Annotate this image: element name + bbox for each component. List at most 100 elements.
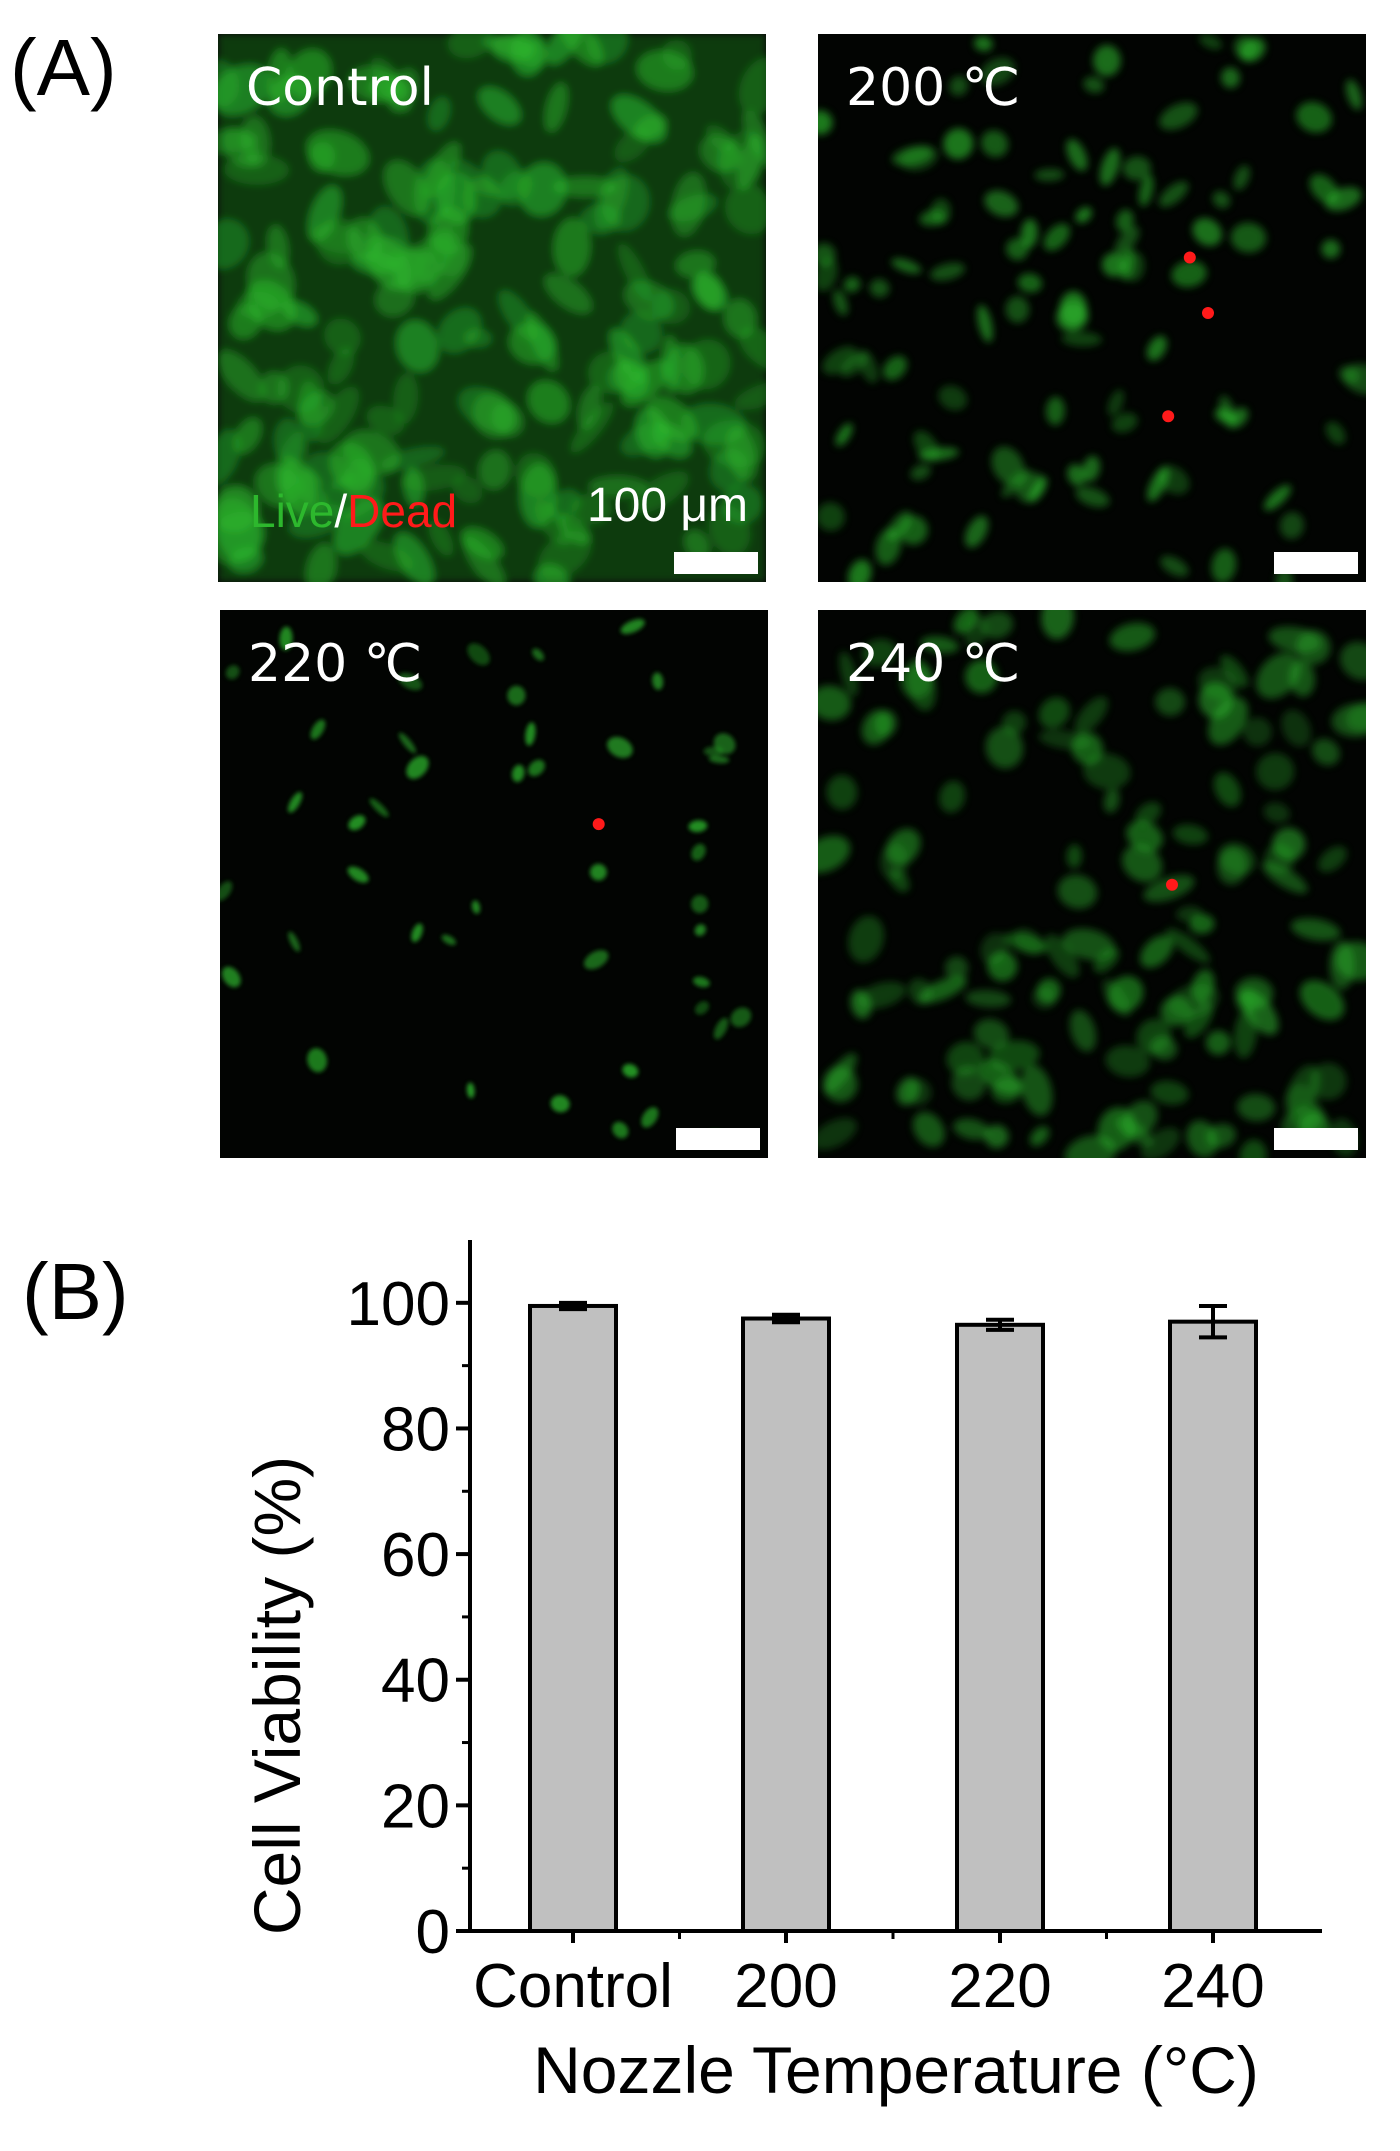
live-cell bbox=[691, 895, 709, 914]
y-axis-title: Cell Viability (%) bbox=[240, 1456, 314, 1935]
live-cell bbox=[896, 1077, 920, 1106]
live-cell bbox=[979, 1060, 1022, 1095]
live-cell bbox=[1176, 906, 1203, 922]
live-cell bbox=[309, 142, 336, 172]
live-cell bbox=[630, 471, 689, 514]
live-cell bbox=[466, 1082, 475, 1099]
live-cell bbox=[1075, 207, 1092, 223]
live-cell bbox=[578, 385, 602, 430]
live-cell bbox=[1198, 682, 1234, 719]
live-cell bbox=[1061, 331, 1103, 347]
dead-cell bbox=[1162, 410, 1175, 423]
live-cell bbox=[641, 1107, 659, 1128]
live-cell bbox=[980, 932, 1009, 965]
live-cell bbox=[478, 450, 511, 490]
live-cell bbox=[1147, 466, 1170, 502]
x-tick-label: 200 bbox=[734, 1952, 837, 2021]
x-tick-label: Control bbox=[473, 1952, 673, 2021]
live-cell bbox=[818, 110, 833, 135]
live-cell bbox=[327, 348, 354, 385]
live-cell bbox=[1099, 148, 1121, 186]
live-cell bbox=[396, 320, 439, 372]
scale-bar bbox=[674, 552, 758, 574]
live-cell bbox=[818, 502, 845, 531]
live-cell bbox=[1325, 421, 1346, 445]
live-cell bbox=[900, 663, 934, 699]
legend-separator: / bbox=[334, 485, 348, 537]
live-cell bbox=[538, 531, 591, 579]
live-label: Live bbox=[250, 485, 335, 537]
live-cell bbox=[1067, 464, 1086, 486]
live-cell bbox=[1045, 396, 1065, 426]
live-cell bbox=[1239, 1139, 1267, 1158]
y-tick-label: 40 bbox=[381, 1647, 450, 1716]
live-cell bbox=[413, 159, 456, 225]
live-cell bbox=[553, 218, 591, 277]
live-cell bbox=[1093, 45, 1121, 77]
live-cell bbox=[1066, 139, 1088, 171]
live-cell bbox=[1345, 79, 1363, 110]
live-cell bbox=[607, 736, 633, 758]
live-cell bbox=[1205, 1030, 1231, 1055]
live-cell bbox=[818, 685, 851, 721]
y-tick-label: 60 bbox=[381, 1521, 450, 1590]
live-cell bbox=[636, 50, 693, 91]
dead-cell bbox=[592, 818, 605, 831]
live-cell bbox=[218, 486, 259, 533]
live-cell bbox=[1166, 928, 1211, 964]
live-cell bbox=[1279, 512, 1304, 540]
live-cell bbox=[1034, 168, 1065, 182]
live-cell bbox=[1255, 652, 1301, 699]
y-tick-label: 20 bbox=[381, 1772, 450, 1841]
live-cell bbox=[823, 1066, 858, 1103]
live-cell bbox=[220, 881, 233, 901]
live-cell bbox=[694, 924, 706, 936]
live-cell bbox=[1146, 335, 1167, 361]
live-cell bbox=[1217, 847, 1248, 885]
live-cell bbox=[288, 504, 347, 538]
live-cell bbox=[1057, 874, 1098, 909]
live-cell bbox=[869, 279, 890, 298]
scale-bar bbox=[1274, 1128, 1358, 1150]
live-cell bbox=[589, 476, 648, 498]
live-cell bbox=[1102, 979, 1132, 1017]
live-cell bbox=[826, 775, 858, 810]
live-cell bbox=[1268, 626, 1322, 653]
live-cell bbox=[221, 966, 241, 988]
live-cell bbox=[953, 610, 979, 634]
live-cell bbox=[1103, 788, 1120, 813]
live-cell bbox=[1045, 934, 1080, 978]
live-cell bbox=[891, 258, 922, 274]
live-cell bbox=[843, 276, 861, 293]
live-cell bbox=[298, 391, 334, 426]
live-cell bbox=[918, 976, 967, 1003]
live-cell bbox=[590, 863, 607, 881]
live-cell bbox=[1135, 801, 1162, 826]
live-cell bbox=[703, 420, 766, 468]
live-cell bbox=[1220, 655, 1249, 688]
live-cell bbox=[1017, 273, 1043, 293]
live-cell bbox=[586, 34, 628, 64]
live-cell bbox=[288, 931, 301, 952]
live-cell bbox=[1062, 928, 1116, 961]
live-cell bbox=[879, 842, 909, 880]
live-cell bbox=[684, 530, 710, 559]
live-cell bbox=[1059, 291, 1087, 327]
live-cell bbox=[1256, 752, 1295, 791]
live-cell bbox=[1074, 696, 1108, 734]
live-cell bbox=[245, 280, 296, 331]
live-cell bbox=[516, 453, 556, 498]
live-cell bbox=[977, 304, 993, 343]
live-cell bbox=[544, 82, 568, 132]
live-cell bbox=[839, 651, 859, 697]
live-cell bbox=[920, 636, 959, 654]
live-cell bbox=[550, 1095, 570, 1113]
live-cell bbox=[1309, 174, 1339, 204]
live-cell bbox=[1005, 296, 1030, 323]
live-cell bbox=[1002, 932, 1049, 954]
cell-layer bbox=[818, 34, 1366, 582]
live-cell bbox=[278, 454, 305, 516]
live-cell bbox=[1186, 1120, 1218, 1158]
live-cell bbox=[1119, 248, 1135, 281]
live-cell bbox=[1122, 844, 1163, 883]
